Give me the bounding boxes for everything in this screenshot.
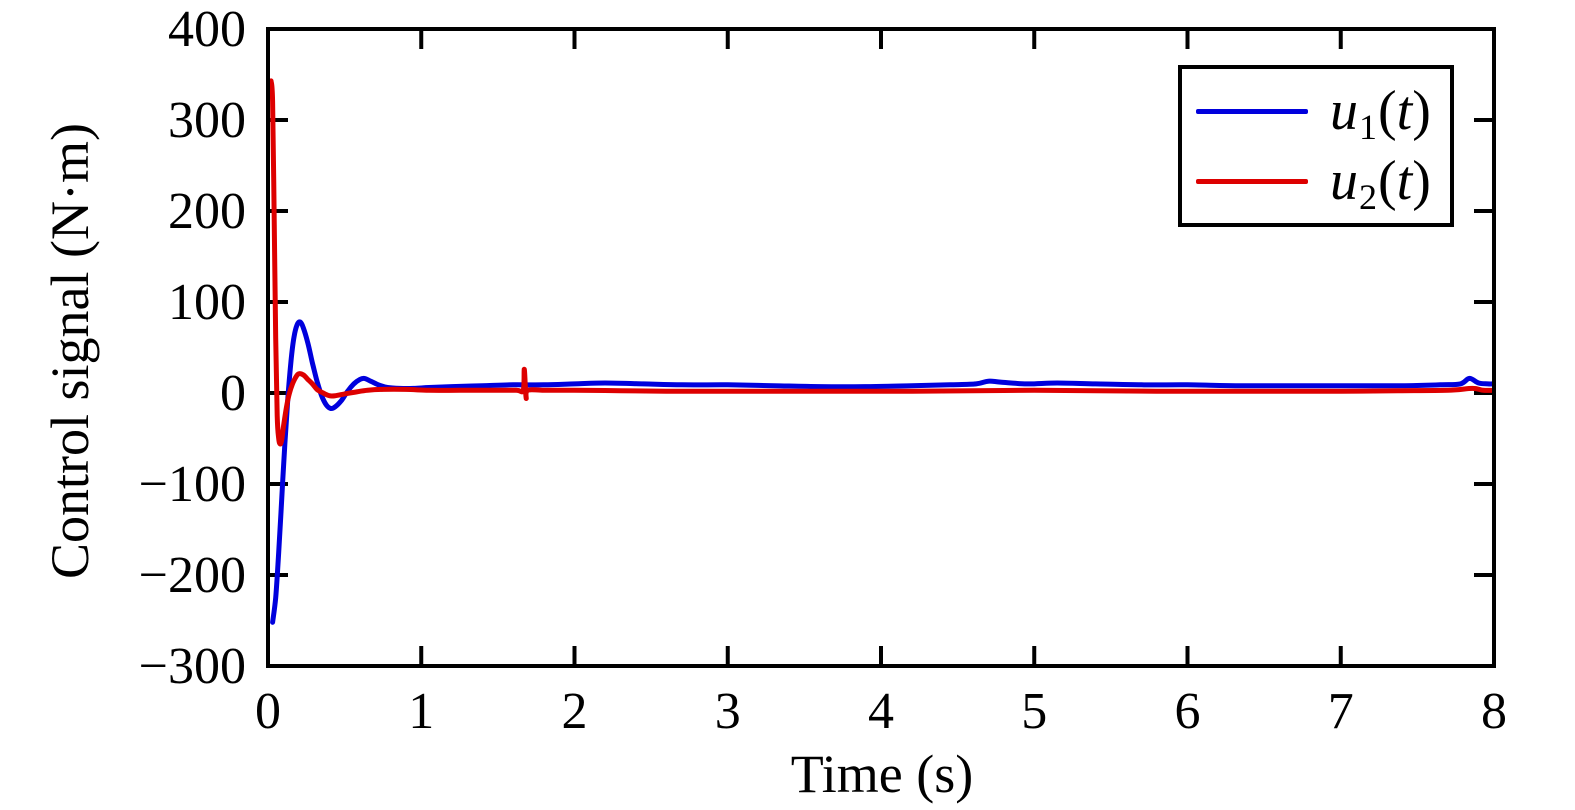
legend: u1(t) u2(t) [1178, 65, 1454, 227]
u2-close-paren: ) [1412, 150, 1431, 212]
legend-label-u2: u2(t) [1330, 150, 1431, 215]
legend-item-u2: u2(t) [1196, 146, 1450, 216]
u1-arg: t [1396, 80, 1413, 142]
u2-subscript: 2 [1359, 177, 1377, 217]
legend-label-u1: u1(t) [1330, 80, 1431, 145]
x-tick-label: 6 [1175, 683, 1201, 740]
x-tick-label: 0 [255, 683, 281, 740]
u2-line-swatch [1196, 178, 1308, 184]
y-tick-label: 200 [168, 183, 246, 240]
x-tick-label: 4 [868, 683, 894, 740]
axis-ticks: 0 1 2 3 4 5 6 7 8 400 300 200 100 0 −100 −200 −300 [139, 1, 1507, 740]
x-tick-label: 5 [1021, 683, 1047, 740]
y-tick-label: 300 [168, 92, 246, 149]
u1-open-paren: ( [1378, 80, 1397, 142]
y-tick-label: −100 [139, 456, 246, 513]
u1-symbol: u [1330, 80, 1358, 142]
legend-item-u1: u1(t) [1196, 76, 1450, 146]
u1-close-paren: ) [1412, 80, 1431, 142]
y-tick-label: 100 [168, 274, 246, 331]
x-tick-label: 1 [408, 683, 434, 740]
x-tick-label: 7 [1328, 683, 1354, 740]
series-lines [268, 78, 1496, 625]
x-tick-label: 3 [715, 683, 741, 740]
x-tick-label: 2 [562, 683, 588, 740]
x-axis-label: Time (s) [791, 744, 974, 804]
u1-line-swatch [1196, 108, 1308, 114]
u2-arg: t [1396, 150, 1413, 212]
u2-open-paren: ( [1378, 150, 1397, 212]
u1-subscript: 1 [1359, 107, 1377, 147]
x-tick-label: 8 [1481, 683, 1507, 740]
y-tick-label: −300 [139, 638, 246, 695]
y-tick-label: 0 [220, 365, 246, 422]
plot-box [266, 27, 1496, 668]
y-tick-label: 400 [168, 1, 246, 58]
u2-symbol: u [1330, 150, 1358, 212]
y-tick-label: −200 [139, 547, 246, 604]
y-axis-label: Control signal (N·m) [40, 123, 100, 579]
series-line-u1 [270, 319, 1496, 625]
series-line-u2 [268, 78, 1496, 447]
